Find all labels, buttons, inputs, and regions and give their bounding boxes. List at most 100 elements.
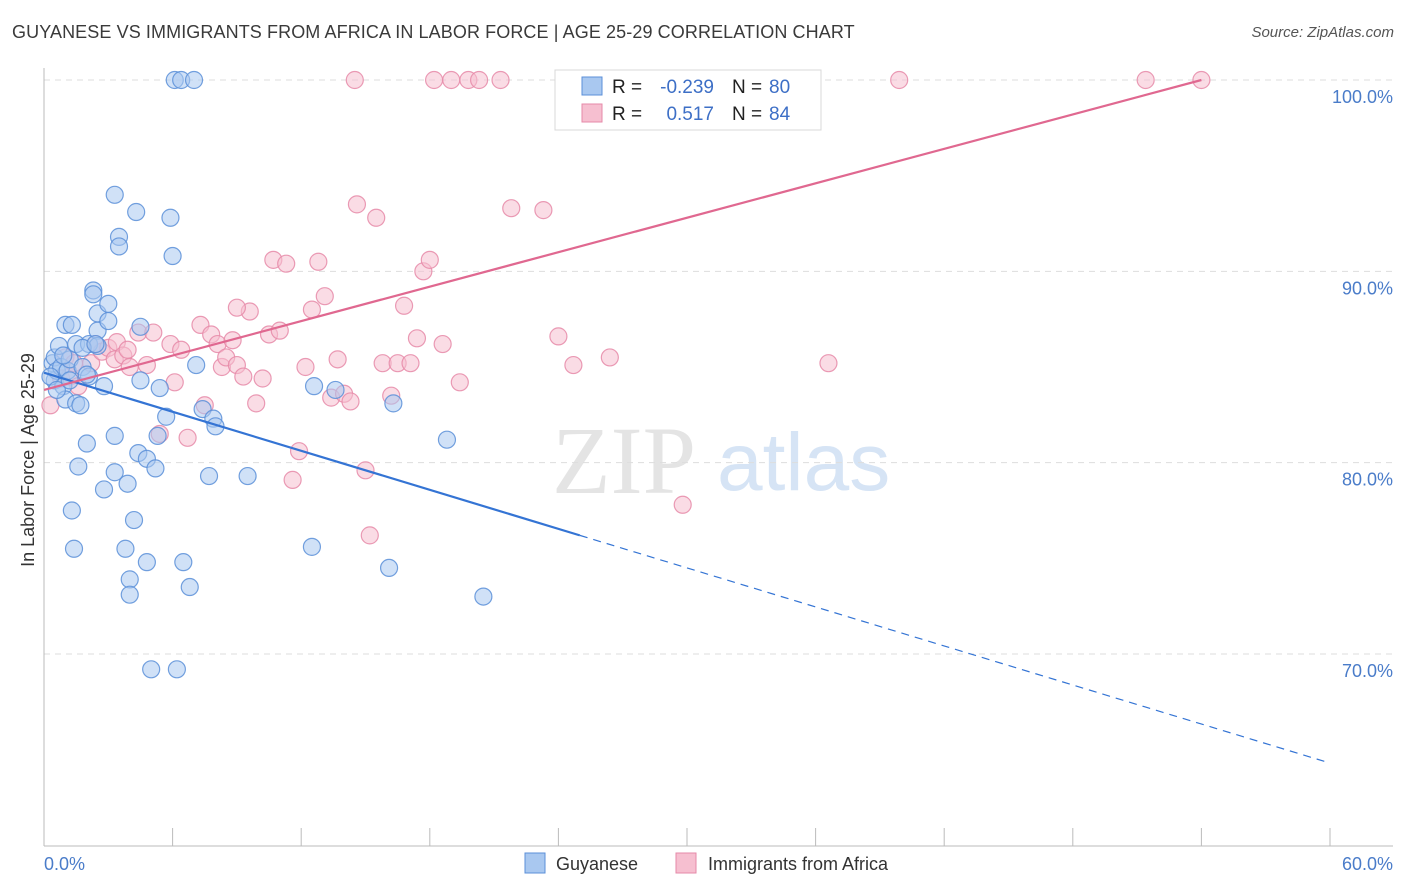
data-point [437, 430, 457, 449]
data-point [379, 558, 399, 578]
data-point [227, 298, 246, 317]
data-point [302, 537, 322, 556]
data-point [442, 70, 461, 90]
trend-line-guyanese [43, 371, 581, 537]
stats-n-label-pink: N = [732, 104, 762, 125]
data-point [564, 355, 583, 375]
data-point [469, 70, 489, 90]
data-point [163, 246, 182, 266]
data-point [157, 407, 176, 426]
grid-layer: 100.0% 90.0% 80.0% 70.0% [44, 79, 1393, 681]
data-point [253, 369, 272, 388]
data-point [109, 237, 129, 256]
legend-label-immigrants-from-africa: Immigrants from Africa [708, 854, 889, 874]
data-point [148, 426, 167, 445]
series-guyanese [41, 70, 493, 679]
data-point [127, 202, 146, 222]
source-label: Source: ZipAtlas.com [1251, 24, 1394, 41]
stats-r-value-blue: -0.239 [660, 77, 714, 98]
data-point [131, 371, 150, 390]
data-point [673, 495, 692, 514]
legend-swatch-immigrants-from-africa [675, 852, 697, 874]
data-point [146, 459, 165, 478]
data-point [420, 250, 439, 269]
data-point [407, 329, 427, 348]
y-tick-label: 70.0% [1342, 661, 1393, 681]
data-point [180, 577, 199, 597]
data-point [1136, 70, 1155, 90]
data-point [187, 355, 206, 375]
data-point [118, 340, 137, 359]
data-point [142, 660, 161, 679]
data-point [99, 294, 118, 313]
data-point [116, 539, 135, 558]
data-point [124, 510, 144, 530]
trend-lines [43, 78, 1331, 764]
x-tick-label-min: 0.0% [44, 854, 85, 874]
data-point [345, 70, 364, 90]
stats-n-label-blue: N = [732, 77, 762, 98]
data-point [71, 396, 90, 415]
data-point [120, 585, 139, 604]
trend-line-immigrants-from-africa [43, 78, 1202, 392]
data-point [367, 208, 386, 227]
bottom-legend: Guyanese Immigrants from Africa [524, 852, 889, 874]
data-point [819, 354, 838, 373]
stats-n-value-pink: 84 [769, 104, 791, 125]
stats-r-label-blue: R = [612, 77, 642, 98]
y-tick-label: 100.0% [1332, 87, 1393, 107]
data-point [534, 201, 553, 220]
y-tick-label: 90.0% [1342, 278, 1393, 298]
stats-r-value-pink: 0.517 [666, 104, 714, 125]
data-point [433, 334, 452, 354]
data-point [99, 311, 118, 331]
legend-label-guyanese: Guyanese [556, 854, 638, 874]
data-point [150, 378, 169, 398]
data-point [62, 501, 81, 520]
stats-n-value-blue: 80 [769, 77, 790, 98]
stats-swatch-blue [581, 76, 603, 96]
data-point [234, 367, 253, 386]
data-point [474, 587, 493, 606]
data-point [178, 428, 197, 447]
data-point [167, 660, 186, 679]
data-point [549, 327, 568, 346]
y-tick-label: 80.0% [1342, 470, 1393, 490]
data-point [347, 195, 367, 214]
chart-title: GUYANESE VS IMMIGRANTS FROM AFRICA IN LA… [12, 22, 855, 42]
data-point [360, 526, 379, 545]
data-point [384, 394, 403, 413]
data-point [341, 392, 360, 411]
legend-swatch-guyanese [524, 852, 546, 874]
data-point [309, 252, 328, 271]
data-point [77, 434, 96, 453]
data-point [105, 426, 124, 445]
data-point [161, 208, 180, 227]
data-point [315, 287, 334, 306]
data-point [394, 296, 414, 315]
stats-legend: R = -0.239 N = 80 R = 0.517 N = 84 [554, 69, 822, 131]
data-point [283, 470, 302, 489]
stats-swatch-pink [581, 103, 603, 123]
data-point [120, 570, 139, 589]
data-point [296, 357, 315, 377]
watermark-zip: ZIP [552, 407, 696, 514]
data-point [94, 480, 114, 499]
y-axis-title: In Labor Force | Age 25-29 [18, 353, 38, 567]
data-point [450, 373, 469, 392]
data-point [174, 553, 193, 572]
data-point [199, 466, 219, 486]
data-point [328, 350, 347, 369]
data-point [84, 285, 103, 304]
data-point [304, 377, 324, 396]
data-point [491, 70, 510, 90]
data-point [401, 354, 420, 373]
data-point [184, 70, 204, 90]
data-point [277, 254, 296, 273]
data-point [326, 380, 345, 400]
data-point [890, 70, 909, 90]
data-point [600, 348, 619, 367]
trend-line-guyanese-extension [579, 534, 1331, 764]
data-point [137, 553, 156, 572]
